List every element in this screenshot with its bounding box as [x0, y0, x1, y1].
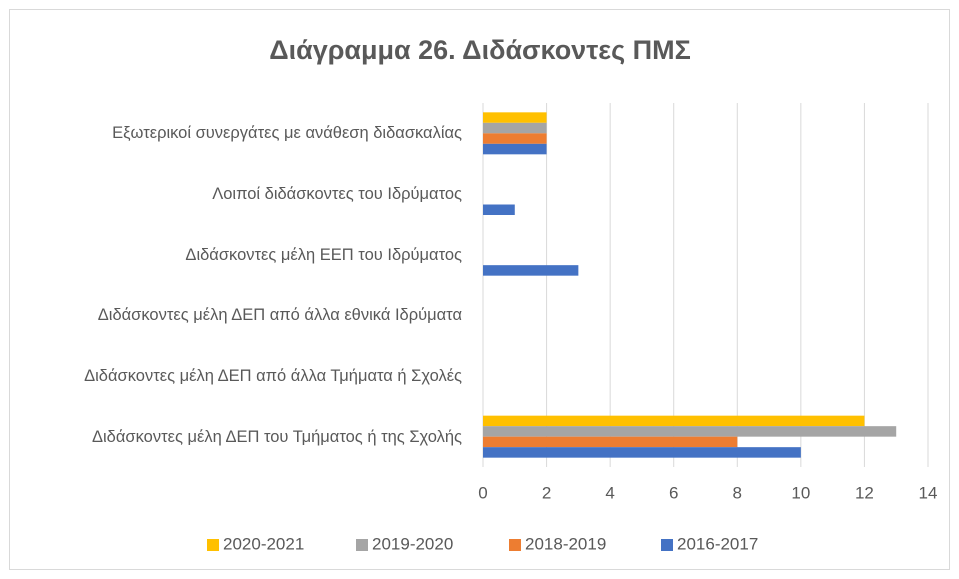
x-tick-label: 0: [478, 483, 487, 502]
chart-border: [9, 9, 950, 570]
legend-label: 2019-2020: [372, 534, 453, 553]
bar: [483, 415, 865, 427]
bar: [483, 436, 738, 448]
legend-label: 2020-2021: [223, 534, 304, 553]
chart-title: Διάγραμμα 26. Διδάσκοντες ΠΜΣ: [269, 35, 691, 65]
y-tick-label: Διδάσκοντες μέλη ΔΕΠ από άλλα εθνικά Ιδρ…: [97, 306, 462, 325]
y-tick-label: Λοιποί διδάσκοντες του Ιδρύματος: [212, 185, 462, 203]
bar: [483, 143, 547, 155]
bar: [483, 112, 547, 123]
x-tick-label: 4: [605, 483, 614, 502]
legend-swatch: [207, 539, 219, 551]
legend-swatch: [356, 539, 368, 551]
y-tick-label: Εξωτερικοί συνεργάτες με ανάθεση διδασκα…: [112, 124, 462, 143]
bar: [483, 447, 801, 458]
bar: [483, 122, 547, 134]
legend-swatch: [509, 539, 521, 551]
y-tick-label: Διδάσκοντες μέλη ΔΕΠ του Τμήματος ή της …: [92, 427, 462, 446]
legend-label: 2016-2017: [677, 534, 758, 553]
x-tick-label: 10: [791, 483, 810, 502]
y-tick-label: Διδάσκοντες μέλη ΔΕΠ από άλλα Τμήματα ή …: [84, 367, 462, 385]
legend-label: 2018-2019: [525, 534, 606, 553]
x-tick-label: 6: [669, 483, 678, 502]
bar: [483, 204, 515, 215]
x-tick-label: 8: [733, 483, 742, 502]
legend-swatch: [661, 539, 673, 551]
x-tick-label: 14: [919, 483, 938, 502]
x-tick-label: 12: [855, 483, 874, 502]
y-tick-label: Διδάσκοντες μέλη ΕΕΠ του Ιδρύματος: [185, 245, 462, 264]
bar: [483, 133, 547, 144]
bar: [483, 265, 579, 276]
bar: [483, 426, 897, 437]
x-tick-label: 2: [542, 483, 551, 502]
